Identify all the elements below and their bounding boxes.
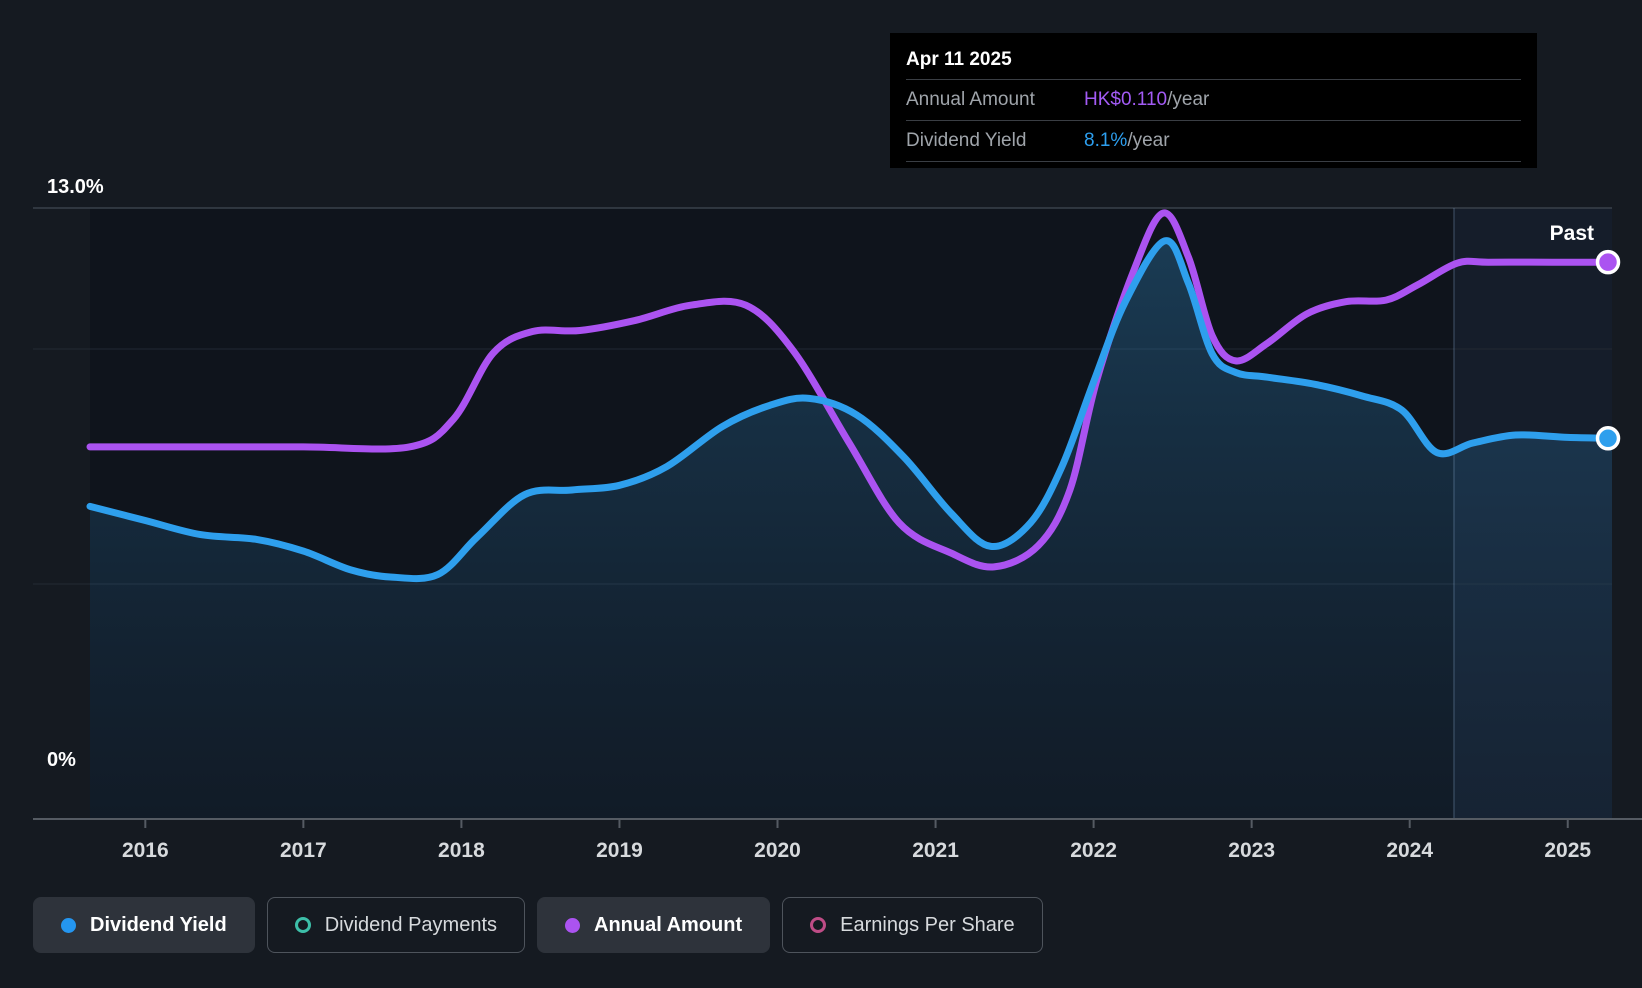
x-axis-labels: 2016 2017 2018 2019 2020 2021 2022 2023 2024 2025 [122,839,1591,862]
x-tick-label: 2020 [754,839,801,860]
tooltip-dividend-yield-value: 8.1% [1084,130,1128,151]
y-axis-top-label: 13.0% [47,176,104,198]
legend-label: Earnings Per Share [840,913,1015,936]
legend-label: Dividend Yield [90,913,227,936]
x-tick-label: 2017 [280,839,327,860]
legend-button-dividend-payments[interactable]: Dividend Payments [266,897,526,953]
annual-amount-line[interactable] [86,209,1616,571]
legend-button-annual-amount[interactable]: Annual Amount [537,897,771,953]
dividend-chart: 2016 2017 2018 2019 2020 2021 2022 2023 2024 2025… [33,176,1642,862]
tooltip-annual-amount-unit: /year [1167,89,1210,110]
dividend-payments-ring-icon [294,917,311,933]
tooltip-row-label: Dividend Yield [906,130,1027,151]
x-tick-label: 2022 [1070,839,1117,860]
x-tick-label: 2019 [596,839,643,860]
tooltip-annual-amount-value: HK$0.110 [1084,89,1168,110]
legend-button-earnings-per-share[interactable]: Earnings Per Share [782,897,1043,953]
tooltip-row-value: HK$0.110/year [1084,89,1209,111]
x-tick-label: 2023 [1228,839,1275,860]
tooltip-dividend-yield-unit: /year [1127,130,1170,151]
x-tick-label: 2016 [122,839,169,860]
annual-amount-dot-icon [565,917,581,933]
tooltip-row-dividend-yield: Dividend Yield 8.1%/year [906,121,1521,162]
chart-legend: Dividend Yield Dividend Payments Annual … [33,897,1043,953]
dividend-yield-area [90,240,1612,819]
y-axis-bottom-label: 0% [47,749,76,771]
x-tick-label: 2018 [438,839,485,860]
legend-label: Annual Amount [594,913,743,936]
tooltip-date: Apr 11 2025 [906,41,1521,80]
legend-label: Dividend Payments [324,913,498,936]
x-tick-label: 2024 [1386,839,1433,860]
dividend-yield-end-marker[interactable] [1595,426,1621,451]
dividend-yield-dot-icon [61,917,76,933]
dividend-yield-line[interactable] [86,237,1616,583]
legend-button-dividend-yield[interactable]: Dividend Yield [33,897,255,953]
tooltip-row-label: Annual Amount [906,89,1035,110]
earnings-per-share-ring-icon [810,917,827,933]
annual-amount-end-marker[interactable] [1595,249,1621,275]
past-label: Past [1550,222,1594,245]
x-tick-label: 2021 [912,839,959,860]
chart-tooltip: Apr 11 2025 Annual Amount HK$0.110/year … [890,33,1537,168]
tooltip-row-annual-amount: Annual Amount HK$0.110/year [906,80,1521,121]
x-tick-label: 2025 [1544,839,1591,860]
x-axis-ticks [144,819,1569,828]
tooltip-row-value: 8.1%/year [1084,130,1170,152]
